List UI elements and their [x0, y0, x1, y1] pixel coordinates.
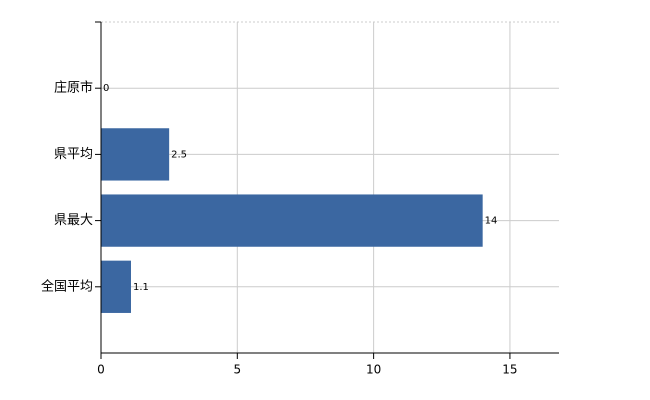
x-tick-label: 10	[366, 363, 381, 377]
value-label: 0	[103, 83, 109, 94]
value-label: 2.5	[171, 149, 187, 160]
x-tick-label: 15	[502, 363, 517, 377]
value-label: 1.1	[133, 282, 149, 293]
x-tick-label: 0	[97, 363, 105, 377]
value-label: 14	[485, 216, 498, 227]
x-tick-label: 5	[233, 363, 241, 377]
bar	[101, 194, 483, 247]
y-tick-label: 県最大	[54, 213, 93, 228]
bar	[101, 260, 131, 313]
y-tick-label: 県平均	[54, 147, 93, 162]
y-tick-label: 庄原市	[54, 80, 93, 96]
bar	[101, 128, 170, 181]
y-tick-label: 全国平均	[41, 278, 93, 294]
